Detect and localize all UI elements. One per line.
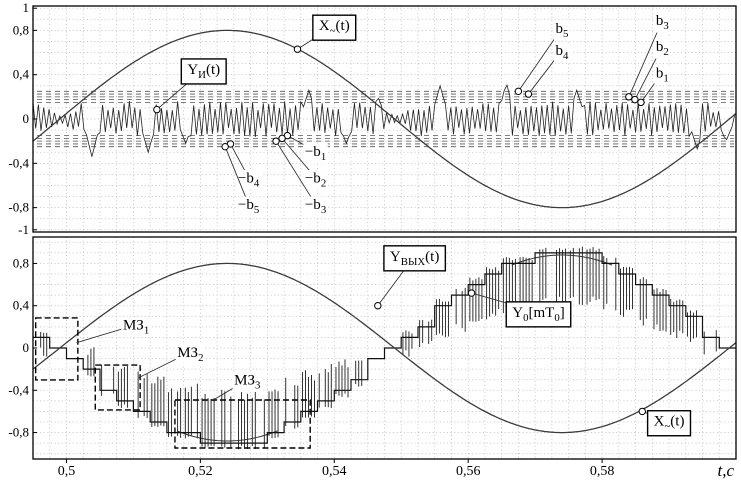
mz-box-1: [34, 317, 79, 381]
x-axis: 0,5 0,52 0,54 0,56 0,58 t,c: [58, 459, 734, 480]
output-panel: 0,8 0,4 0 -0,4 -0,8 МЗ1 МЗ2 МЗ3 YВЫХ(t) Y0[mT0] X~…: [8, 236, 737, 460]
svg-text:−b3: −b3: [305, 197, 326, 216]
mz-box-2-label: МЗ2: [175, 344, 205, 365]
callout-neg-b4: −b4: [236, 170, 262, 191]
svg-text:-1: -1: [18, 222, 29, 237]
callout-b2: b2: [654, 38, 671, 59]
error-panel: 1 0,8 0,4 0 -0,4 -0,8 -1 b5 b4 b3 b2 b1 −b1 −b2 −b3 −b4…: [8, 0, 737, 237]
label-x-sine: X~(t): [312, 14, 357, 41]
callout-neg-b2: −b2: [303, 170, 328, 191]
x-tick-label: 0,5: [58, 464, 76, 479]
threshold-callouts: b5 b4 b3 b2 b1 −b1 −b2 −b3 −b4 −b5: [221, 12, 671, 217]
svg-text:1: 1: [23, 0, 30, 15]
staircase-output: [33, 252, 736, 444]
error-panel-border: [32, 5, 737, 233]
error-signal: [32, 83, 736, 157]
mz-box-3: [174, 399, 311, 449]
svg-text:-0,4: -0,4: [8, 155, 29, 170]
input-sine: [32, 262, 737, 434]
curve-labels: YВЫХ(t) Y0[mT0] X~(t): [374, 245, 692, 437]
callout-b4: b4: [553, 42, 571, 63]
svg-text:0: 0: [23, 111, 30, 126]
svg-text:0,8: 0,8: [13, 255, 29, 270]
callout-neg-b3: −b3: [303, 196, 328, 217]
mz-boxes: МЗ1 МЗ2 МЗ3: [34, 317, 311, 449]
svg-text:YВЫХ(t): YВЫХ(t): [390, 249, 439, 268]
svg-text:−b2: −b2: [305, 171, 326, 190]
svg-text:-0,8: -0,8: [8, 200, 29, 215]
output-panel-y-ticks: 0,8 0,4 0 -0,4 -0,8: [8, 255, 37, 440]
label-y-out: YВЫХ(t): [383, 245, 447, 272]
threshold-lines: [37, 90, 734, 148]
svg-text:Y0[mT0]: Y0[mT0]: [512, 305, 564, 324]
x-tick-label: 0,54: [322, 464, 347, 479]
mz-box-3-label: МЗ3: [232, 372, 262, 393]
x-axis-label: t,c: [717, 461, 734, 480]
mz-box-1-label: МЗ1: [121, 317, 151, 338]
callout-neg-b1: −b1: [303, 143, 328, 164]
svg-text:0,4: 0,4: [13, 298, 30, 313]
callout-b1: b1: [654, 64, 671, 85]
svg-text:YИ(t): YИ(t): [187, 62, 220, 81]
svg-text:−b1: −b1: [305, 144, 326, 163]
svg-text:X~(t): X~(t): [319, 18, 350, 37]
label-y-error: YИ(t): [180, 58, 227, 85]
output-envelope: [176, 254, 613, 442]
svg-text:-0,4: -0,4: [8, 382, 29, 397]
svg-text:X~(t): X~(t): [654, 414, 685, 433]
svg-text:МЗ1: МЗ1: [123, 318, 149, 337]
svg-text:МЗ3: МЗ3: [234, 373, 260, 392]
svg-text:−b5: −b5: [238, 197, 259, 216]
input-sine: [32, 29, 737, 209]
svg-text:0,4: 0,4: [13, 67, 30, 82]
callout-neg-b5: −b5: [236, 196, 261, 217]
x-tick-label: 0,52: [188, 464, 213, 479]
label-x-sine-2: X~(t): [646, 410, 692, 437]
svg-text:b2: b2: [656, 39, 669, 58]
svg-text:0: 0: [23, 340, 30, 355]
x-tick-label: 0,58: [590, 464, 615, 479]
svg-text:−b4: −b4: [238, 171, 260, 190]
callout-b5: b5: [553, 20, 570, 41]
svg-text:b3: b3: [656, 13, 669, 32]
svg-text:b1: b1: [656, 65, 669, 84]
pwm-pulse-bursts: [40, 246, 717, 450]
svg-text:b4: b4: [555, 43, 569, 62]
svg-text:-0,8: -0,8: [8, 425, 29, 440]
svg-text:0,8: 0,8: [13, 22, 29, 37]
error-panel-grid: [32, 6, 737, 232]
curve-labels: X~(t) YИ(t): [153, 14, 357, 114]
error-panel-y-ticks: 1 0,8 0,4 0 -0,4 -0,8 -1: [8, 0, 37, 237]
callout-b3: b3: [654, 12, 671, 33]
svg-text:МЗ2: МЗ2: [177, 345, 203, 364]
svg-text:b5: b5: [555, 21, 568, 40]
label-y0: Y0[mT0]: [505, 301, 572, 328]
x-tick-label: 0,56: [456, 464, 481, 479]
mz-box-2: [94, 364, 141, 411]
